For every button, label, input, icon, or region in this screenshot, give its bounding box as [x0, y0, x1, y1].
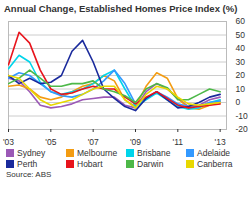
html-text:Perth: Perth — [17, 159, 38, 169]
svg-text:10: 10 — [236, 84, 246, 94]
svg-text:'03: '03 — [3, 137, 14, 147]
html-text:Melbourne: Melbourne — [77, 148, 118, 158]
html-text:Brisbane: Brisbane — [137, 148, 171, 158]
html-text:Canberra: Canberra — [197, 159, 233, 169]
html-text:Sydney: Sydney — [17, 148, 46, 158]
html-text:Hobart: Hobart — [77, 159, 103, 169]
html-text:Source: ABS: Source: ABS — [6, 170, 52, 179]
html-text:Adelaide: Adelaide — [197, 148, 231, 158]
html-text:Annual Change, Established Hom: Annual Change, Established Homes Price I… — [4, 3, 238, 14]
svg-text:-10: -10 — [236, 111, 249, 121]
svg-text:60: 60 — [236, 16, 246, 26]
svg-text:0: 0 — [236, 97, 241, 107]
svg-text:'11: '11 — [173, 137, 184, 147]
svg-text:30: 30 — [236, 57, 246, 67]
svg-text:'05: '05 — [45, 137, 56, 147]
svg-text:-20: -20 — [236, 124, 249, 134]
html-text:Darwin: Darwin — [137, 159, 164, 169]
svg-text:'13: '13 — [215, 137, 226, 147]
svg-text:40: 40 — [236, 43, 246, 53]
svg-text:20: 20 — [236, 70, 246, 80]
svg-text:'07: '07 — [88, 137, 99, 147]
svg-text:50: 50 — [236, 30, 246, 40]
svg-text:'09: '09 — [130, 137, 141, 147]
